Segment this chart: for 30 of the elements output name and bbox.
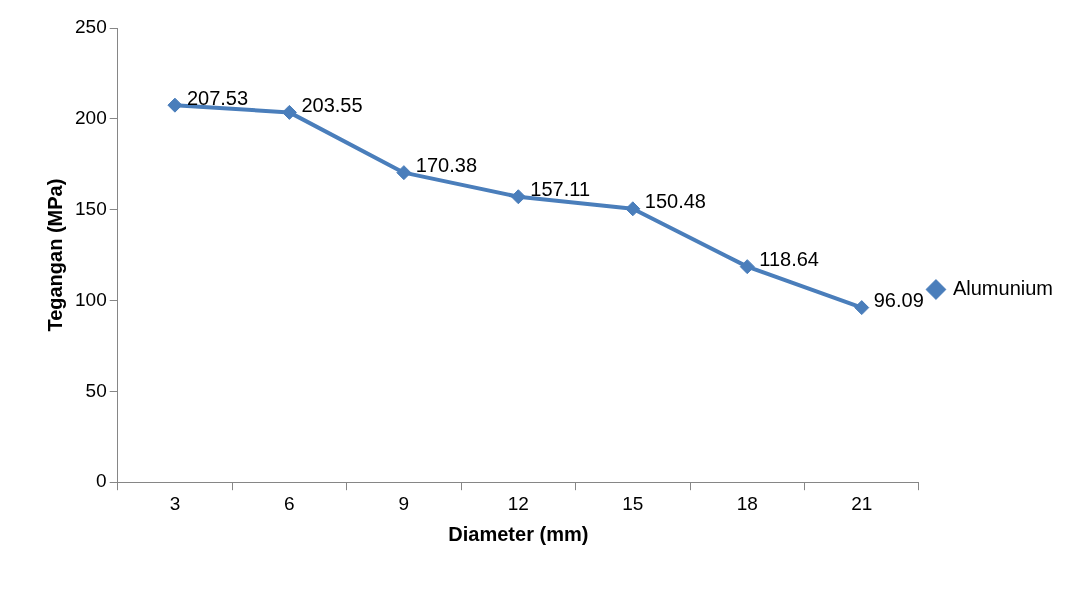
legend-label: Alumunium bbox=[952, 277, 1054, 300]
y-tick-label: 250 bbox=[75, 16, 107, 38]
x-tick-label: 18 bbox=[736, 492, 758, 514]
x-tick-label: 3 bbox=[169, 492, 181, 514]
x-tick-label: 12 bbox=[507, 492, 529, 514]
point bbox=[396, 165, 412, 181]
point bbox=[281, 104, 297, 120]
point bbox=[167, 97, 183, 113]
x-tick-label: 21 bbox=[851, 492, 873, 514]
y-tick-label: 150 bbox=[75, 197, 107, 219]
y-tick-label: 100 bbox=[75, 288, 107, 310]
x-tick-label: 6 bbox=[284, 492, 295, 514]
y-tick-label: 0 bbox=[96, 470, 107, 492]
x-axis-title: Diameter (mm) bbox=[448, 522, 589, 545]
point bbox=[854, 300, 870, 316]
x-tick-label: 15 bbox=[622, 492, 644, 514]
data-label: 118.64 bbox=[759, 248, 819, 271]
y-axis-title: Tegangan (MPa) bbox=[43, 178, 66, 332]
x-tick-label: 9 bbox=[398, 492, 410, 514]
data-label: 157.11 bbox=[530, 178, 591, 201]
data-label: 150.48 bbox=[644, 190, 706, 213]
data-label: 96.09 bbox=[873, 289, 924, 312]
data-label: 203.55 bbox=[301, 93, 363, 116]
data-label: 207.53 bbox=[186, 86, 249, 109]
data-label: 170.38 bbox=[415, 154, 478, 177]
point bbox=[510, 189, 526, 205]
point bbox=[625, 201, 641, 217]
point bbox=[739, 259, 755, 275]
y-tick-label: 200 bbox=[75, 107, 107, 129]
y-tick-label: 50 bbox=[85, 379, 107, 401]
